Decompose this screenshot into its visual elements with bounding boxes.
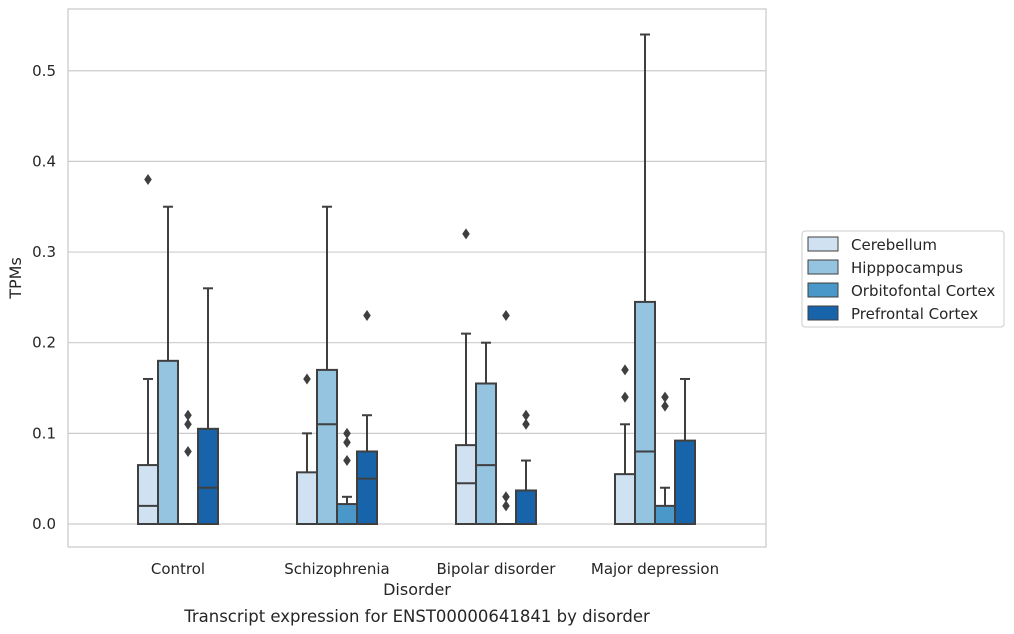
box-3-1 xyxy=(356,310,378,526)
legend-label: Cerebellum xyxy=(851,236,937,254)
plot-area-frame xyxy=(67,8,767,548)
outlier-point xyxy=(502,500,510,512)
y-tick-label: 0.1 xyxy=(32,424,56,442)
box-body xyxy=(634,300,656,525)
legend-swatch xyxy=(807,259,839,275)
outlier-point xyxy=(621,391,629,403)
legend-swatch xyxy=(807,236,839,252)
box-2-2 xyxy=(496,310,516,525)
outlier-point xyxy=(343,436,351,448)
box-0-2 xyxy=(455,228,477,525)
series-orbitofontal-cortex xyxy=(178,310,676,526)
series-cerebellum xyxy=(137,174,636,526)
y-axis-ticks: 0.0 0.1 0.2 0.3 0.4 0.5 xyxy=(32,62,56,533)
y-tick-label: 0.3 xyxy=(32,243,56,261)
legend-swatch xyxy=(807,282,839,298)
x-tick-label: Bipolar disorder xyxy=(437,560,557,578)
box-2-1 xyxy=(336,427,358,526)
box-2-0 xyxy=(178,409,198,525)
box-1-2 xyxy=(475,341,497,525)
legend-label: Hipppocampus xyxy=(851,259,963,277)
outlier-point xyxy=(621,364,629,376)
legend-label: Prefrontal Cortex xyxy=(851,305,978,323)
outlier-point xyxy=(522,418,530,430)
outlier-point xyxy=(144,174,152,186)
series-prefrontal-cortex xyxy=(197,287,696,526)
box-body xyxy=(475,382,497,525)
box-1-0 xyxy=(157,205,179,525)
box-body xyxy=(157,359,179,525)
box-body xyxy=(674,439,696,525)
y-tick-label: 0.4 xyxy=(32,152,56,170)
outlier-point xyxy=(502,491,510,503)
box-body xyxy=(137,464,159,526)
box-body xyxy=(455,444,477,525)
legend: Cerebellum Hipppocampus Orbitofontal Corte… xyxy=(801,230,1005,328)
outlier-point xyxy=(522,409,530,421)
box-0-0 xyxy=(137,174,159,526)
box-1-1 xyxy=(316,205,338,525)
legend-frame xyxy=(801,230,1005,328)
x-tick-label: Schizophrenia xyxy=(284,560,389,578)
box-3-3 xyxy=(674,377,696,525)
box-body xyxy=(654,504,676,525)
box-3-0 xyxy=(197,287,219,526)
outlier-point xyxy=(184,445,192,457)
outlier-point xyxy=(184,409,192,421)
box-0-3 xyxy=(614,364,636,525)
outlier-point xyxy=(343,427,351,439)
outlier-point xyxy=(363,310,371,322)
box-3-2 xyxy=(515,409,537,526)
outlier-point xyxy=(303,373,311,385)
box-body xyxy=(296,471,318,525)
y-tick-label: 0.2 xyxy=(32,334,56,352)
legend-label: Orbitofontal Cortex xyxy=(851,282,995,300)
box-body xyxy=(614,473,636,525)
y-axis-label: TPMs xyxy=(6,257,25,300)
outlier-point xyxy=(462,228,470,240)
outlier-point xyxy=(343,455,351,467)
x-axis-label: Disorder xyxy=(383,580,451,599)
figure-caption: Transcript expression for ENST0000064184… xyxy=(183,607,650,626)
legend-swatch xyxy=(807,305,839,321)
box-body xyxy=(197,427,219,526)
x-tick-label: Major depression xyxy=(591,560,719,578)
box-body xyxy=(316,368,338,525)
box-0-1 xyxy=(296,373,318,525)
outlier-point xyxy=(661,391,669,403)
box-body xyxy=(515,489,537,526)
box-1-3 xyxy=(634,33,656,525)
y-tick-label: 0.0 xyxy=(32,515,56,533)
x-axis-ticks: Control Schizophrenia Bipolar disorder Majo… xyxy=(151,560,719,578)
outlier-point xyxy=(184,418,192,430)
outlier-point xyxy=(661,400,669,412)
series-hipppocampus xyxy=(157,33,656,525)
box-2-3 xyxy=(654,391,676,525)
box-body xyxy=(336,503,358,526)
box-body xyxy=(356,450,378,526)
box-series xyxy=(137,33,696,526)
x-tick-label: Control xyxy=(151,560,205,578)
outlier-point xyxy=(502,310,510,322)
y-tick-label: 0.5 xyxy=(32,62,56,80)
